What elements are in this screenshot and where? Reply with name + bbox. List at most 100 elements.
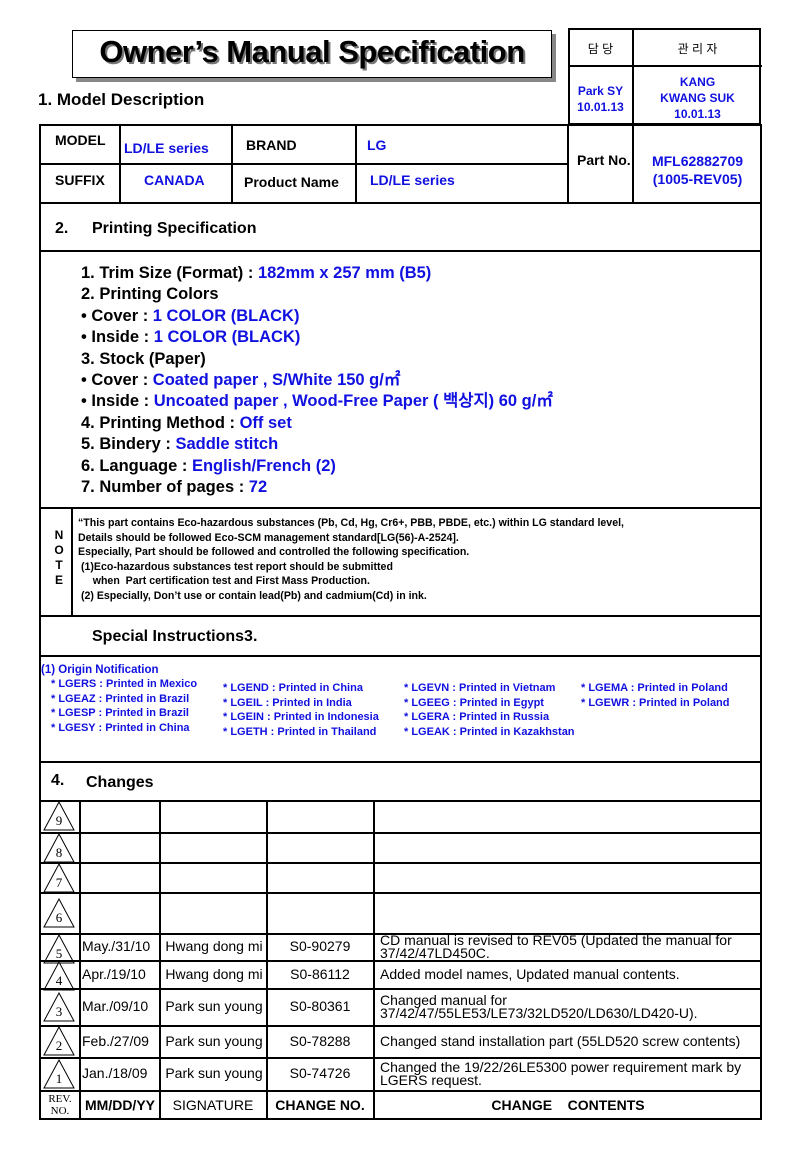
change-signature: Hwang dong mi [165,965,263,982]
part-no-label: Part No. [577,152,631,168]
spec-label: 4. Printing Method : [81,413,240,432]
change-date: Mar./09/10 [82,998,149,1014]
model-label: MODEL [55,132,106,148]
approval-header-2: 관 리 자 [677,42,718,56]
change-date [82,862,160,892]
spec-value: 1 COLOR (BLACK) [152,306,300,325]
spec-label: 6. Language : [81,456,192,475]
spec-line: • Cover : 1 COLOR (BLACK) [81,306,553,327]
change-no-header: CHANGE NO. [275,1097,365,1113]
revision-number: 6 [55,909,63,925]
change-content: Changed manual for 37/42/47/55LE53/LE73/… [380,991,698,1021]
revision-number: 5 [55,946,63,961]
change-signature [162,862,266,892]
row-divider [39,862,762,864]
section3-title: Special Instructions3. [92,628,258,645]
note-line: “This part contains Eco-hazardous substa… [78,517,624,529]
approval-owner: Park SY 10.01.13 [577,84,624,114]
spec-label: 7. Number of pages : [81,478,249,497]
note-line: when Part certification test and First M… [78,575,370,588]
spec-label: • Inside : [81,392,154,411]
section1-title: 1. Model Description [38,90,205,109]
page-title: Owner’s Manual Specification [99,34,525,69]
change-signature [162,892,266,933]
revision-number: 7 [55,875,63,890]
origin-item: * LGETH : Printed in Thailand [223,725,377,738]
suffix-label: SUFFIX [55,172,105,188]
spec-line: 1. Trim Size (Format) : 182mm x 257 mm (… [81,263,553,284]
part-no-value: MFL62882709 (1005-REV05) [651,153,744,187]
revision-triangle-icon: 2 [43,1025,75,1056]
spec-label: 2. Printing Colors [81,285,219,304]
spec-line: 6. Language : English/French (2) [81,456,553,477]
spec-line: • Cover : Coated paper , S/White 150 g/㎡ [81,370,553,391]
origin-item: * LGESY : Printed in China [51,721,190,734]
change-contents-header: CHANGE CONTENTS [491,1097,645,1113]
change-signature: Hwang dong mi [165,938,263,954]
revision-triangle-icon: 8 [43,832,75,863]
change-content: Added model names, Updated manual conten… [380,965,680,982]
change-number [268,800,372,832]
change-number: S0-90279 [289,938,351,954]
row-divider [39,988,762,990]
change-date: Jan./18/09 [82,1065,148,1081]
note-line: Especially, Part should be followed and … [78,546,470,559]
approval-manager: KANG KWANG SUK 10.01.13 [660,75,735,121]
spec-value: English/French (2) [191,456,336,475]
revision-triangle-icon: 9 [43,800,75,831]
signature-header: SIGNATURE [172,1097,254,1113]
section2-number: 2. [55,220,69,237]
spec-label: • Cover : [81,371,153,390]
revision-number: 8 [55,845,63,860]
spec-label: 3. Stock (Paper) [81,349,206,368]
origin-notification-title: (1) Origin Notification [41,664,159,676]
spec-line: • Inside : Uncoated paper , Wood-Free Pa… [81,391,553,412]
change-number [268,862,372,892]
date-header: MM/DD/YY [85,1097,155,1113]
rev-no-header: REV. NO. [48,1093,72,1117]
spec-value: Coated paper , S/White 150 g/㎡ [152,371,401,390]
change-date [82,800,160,832]
spec-line: 2. Printing Colors [81,284,553,305]
revision-triangle-icon: 7 [43,862,75,893]
revision-triangle-icon: 1 [43,1058,75,1089]
spec-label: 1. Trim Size (Format) : [81,264,258,282]
change-content: CD manual is revised to REV05 (Updated t… [380,931,732,961]
model-value: LD/LE series [124,140,209,156]
revision-triangle-icon: 3 [43,991,75,1022]
section2-title: Printing Specification [92,220,257,237]
row-divider [39,892,762,894]
spec-line: • Inside : 1 COLOR (BLACK) [81,327,553,348]
change-content: Changed the 19/22/26LE5300 power require… [380,1058,742,1088]
origin-item: * LGERA : Printed in Russia [404,711,550,723]
change-number [268,832,372,862]
spec-value: Uncoated paper , Wood-Free Paper ( 백상지) … [153,392,553,411]
note-letter: N [54,528,64,542]
note-letter: E [54,573,63,587]
revision-number: 2 [55,1038,63,1053]
main-frame [39,124,762,1120]
brand-label: BRAND [246,137,297,153]
change-date: Apr./19/10 [82,965,146,982]
revision-triangle-icon: 6 [43,897,75,928]
spec-label: • Inside : [81,328,154,347]
spec-value: Saddle stitch [175,435,279,454]
title-box [72,30,552,78]
approval-header-1: 담 당 [587,42,614,56]
change-date: May./31/10 [82,938,151,954]
change-date: Feb./27/09 [82,1032,149,1049]
revision-number: 3 [55,1003,63,1019]
revision-number: 9 [55,813,63,828]
change-content [380,862,762,892]
row-divider [39,1025,762,1027]
change-content [380,832,762,862]
spec-line: 3. Stock (Paper) [81,349,553,370]
product-name-label: Product Name [244,174,339,190]
revision-number: 1 [55,1070,63,1086]
note-text: “This part contains Eco-hazardous substa… [78,516,624,604]
spec-value: Off set [239,413,292,432]
origin-item: * LGEIL : Printed in India [223,696,352,709]
change-number: S0-74726 [289,1065,351,1081]
row-divider [39,832,762,834]
